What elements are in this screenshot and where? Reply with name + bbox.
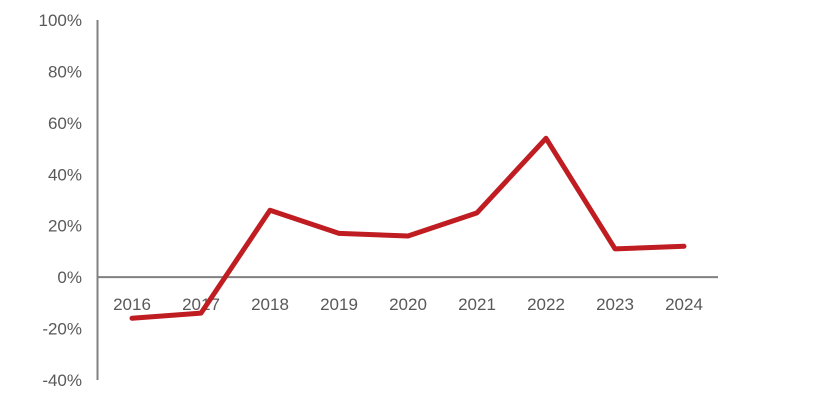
x-axis-tick-label: 2024 xyxy=(665,295,703,314)
x-axis-tick-label: 2022 xyxy=(527,295,565,314)
y-axis-tick-label: 0% xyxy=(57,268,82,287)
x-axis-tick-label: 2020 xyxy=(389,295,427,314)
x-axis-tick-label: 2018 xyxy=(251,295,289,314)
x-axis-tick-label: 2019 xyxy=(320,295,358,314)
y-axis-tick-label: 60% xyxy=(48,114,82,133)
y-axis-tick-label: 100% xyxy=(39,11,82,30)
y-axis-tick-label: 40% xyxy=(48,165,82,184)
y-axis-tick-label: 80% xyxy=(48,62,82,81)
y-axis-tick-label: -40% xyxy=(42,371,82,390)
y-axis-tick-label: 20% xyxy=(48,217,82,236)
x-axis-tick-label: 2016 xyxy=(113,295,151,314)
trend-line xyxy=(129,135,687,321)
y-axis-tick-label: -20% xyxy=(42,320,82,339)
x-axis-tick-label: 2023 xyxy=(596,295,634,314)
x-axis-tick-label: 2021 xyxy=(458,295,496,314)
